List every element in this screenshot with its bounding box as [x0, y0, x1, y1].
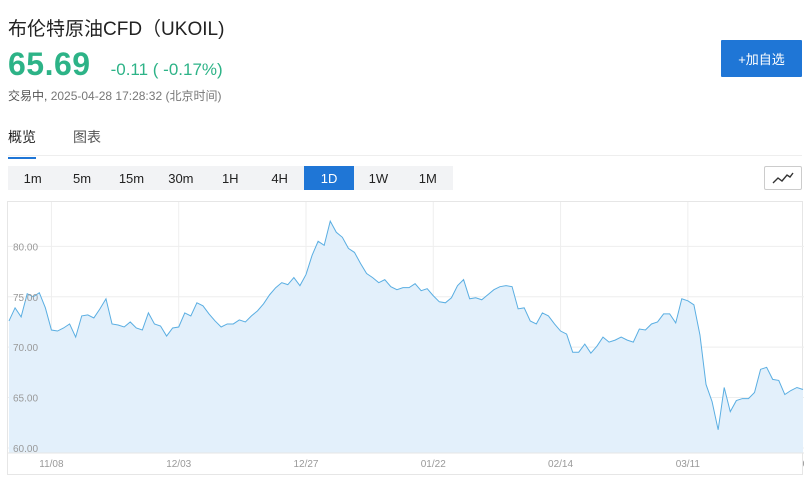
period-selector: 1m 5m 15m 30m 1H 4H 1D 1W 1M: [8, 166, 453, 190]
x-tick-label: 12/03: [166, 459, 191, 470]
chart-type-button[interactable]: [764, 166, 802, 190]
y-tick-label: 75.00: [13, 293, 38, 304]
x-tick-label: 12/27: [293, 459, 318, 470]
trading-status: 交易中, 2025-04-28 17:28:32 (北京时间): [8, 87, 221, 104]
status-label: 交易中,: [8, 89, 48, 103]
x-tick-label: 01/22: [421, 459, 446, 470]
tab-bar: 概览 图表: [8, 127, 138, 159]
period-1d[interactable]: 1D: [304, 166, 354, 190]
x-tick-label: 11/08: [39, 459, 64, 470]
period-1h[interactable]: 1H: [221, 170, 239, 186]
period-4h[interactable]: 4H: [271, 170, 288, 186]
x-tick-label: 03/11: [676, 459, 701, 470]
tab-divider: [8, 155, 802, 156]
x-tick-label: 04/03: [803, 459, 804, 470]
add-watchlist-button[interactable]: +加自选: [721, 40, 802, 77]
x-tick-label: 02/14: [548, 459, 573, 470]
period-1w[interactable]: 1W: [368, 170, 389, 186]
status-timestamp: 2025-04-28 17:28:32 (北京时间): [50, 89, 222, 103]
y-tick-label: 65.00: [13, 394, 38, 405]
instrument-title: 布伦特原油CFD（UKOIL): [8, 19, 225, 40]
price-change: -0.11 ( -0.17%): [110, 60, 223, 79]
tab-overview[interactable]: 概览: [8, 127, 36, 159]
period-1m[interactable]: 1m: [23, 170, 42, 186]
y-tick-label: 60.00: [13, 444, 38, 455]
series-line: [8, 219, 804, 430]
line-chart-icon: [772, 172, 794, 184]
period-1mo[interactable]: 1M: [418, 170, 437, 186]
last-price: 65.69: [8, 46, 91, 82]
tab-chart[interactable]: 图表: [73, 129, 101, 145]
price-chart[interactable]: 80.00 75.00 70.00 65.00 60.00 11/08 12/03 12/27…: [7, 201, 804, 475]
period-30m[interactable]: 30m: [168, 170, 194, 186]
price-row: 65.69 -0.11 ( -0.17%): [8, 46, 223, 83]
y-tick-label: 70.00: [13, 343, 38, 354]
y-tick-label: 80.00: [13, 242, 38, 253]
period-15m[interactable]: 15m: [118, 170, 145, 186]
area-fill: [9, 221, 803, 453]
period-5m[interactable]: 5m: [73, 170, 92, 186]
